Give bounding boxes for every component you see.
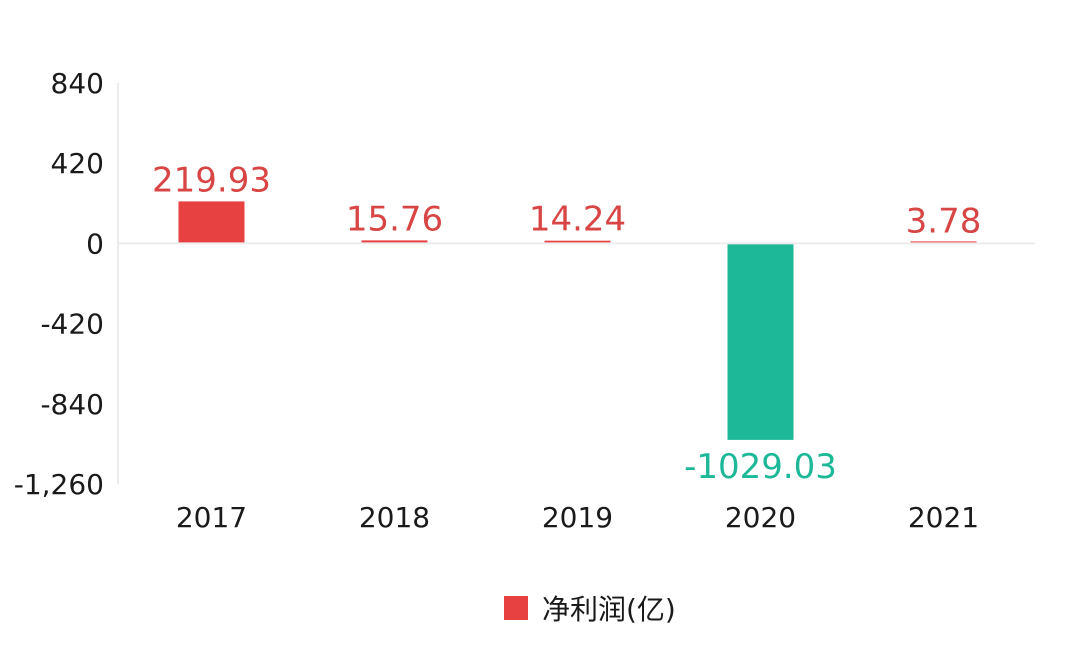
y-tick-label: 420: [51, 147, 104, 180]
value-label: 14.24: [529, 200, 626, 240]
bar: [361, 240, 428, 244]
x-tick-label: 2020: [725, 501, 796, 534]
value-label: 3.78: [906, 202, 982, 242]
bars: [178, 201, 977, 440]
y-axis: 840 420 0 -420 -840 -1,260: [14, 67, 119, 501]
value-labels: 219.93 15.76 14.24 -1029.03 3.78: [152, 160, 981, 486]
x-tick-label: 2021: [908, 501, 979, 534]
bar: [544, 240, 611, 244]
value-label: -1029.03: [684, 447, 837, 487]
x-tick-label: 2019: [542, 501, 613, 534]
y-tick-label: -1,260: [14, 468, 104, 501]
y-tick-label: -420: [40, 308, 104, 341]
value-label: 219.93: [152, 160, 271, 200]
x-tick-label: 2017: [176, 501, 247, 534]
y-tick-label: 0: [86, 227, 104, 260]
x-tick-label: 2018: [359, 501, 430, 534]
bar: [727, 243, 794, 440]
legend: 净利润(亿): [504, 593, 676, 626]
y-tick-label: 840: [51, 67, 104, 100]
legend-swatch: [504, 596, 528, 620]
y-tick-label: -840: [40, 388, 104, 421]
value-label: 15.76: [346, 199, 443, 239]
x-axis: 2017 2018 2019 2020 2021: [118, 242, 1035, 534]
legend-label: 净利润(亿): [542, 593, 676, 626]
bar: [178, 201, 245, 244]
